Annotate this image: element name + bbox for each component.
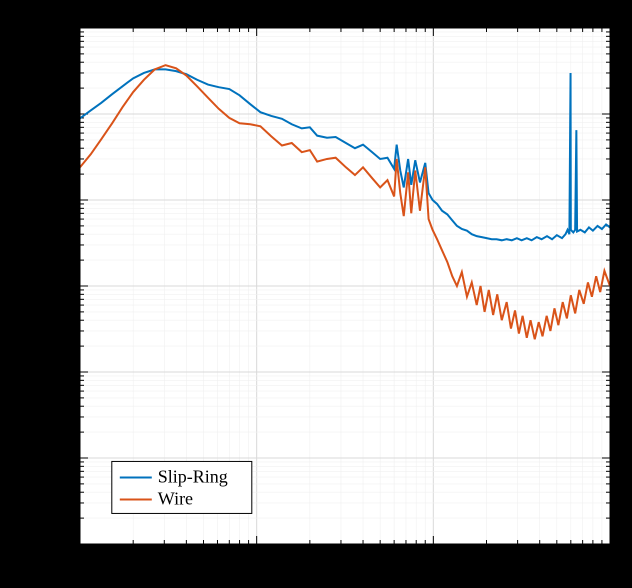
legend-label-0: Slip-Ring	[158, 466, 228, 486]
legend-label-1: Wire	[158, 488, 193, 508]
legend: Slip-RingWire	[112, 461, 252, 513]
psd-chart: Slip-RingWire	[0, 0, 632, 588]
